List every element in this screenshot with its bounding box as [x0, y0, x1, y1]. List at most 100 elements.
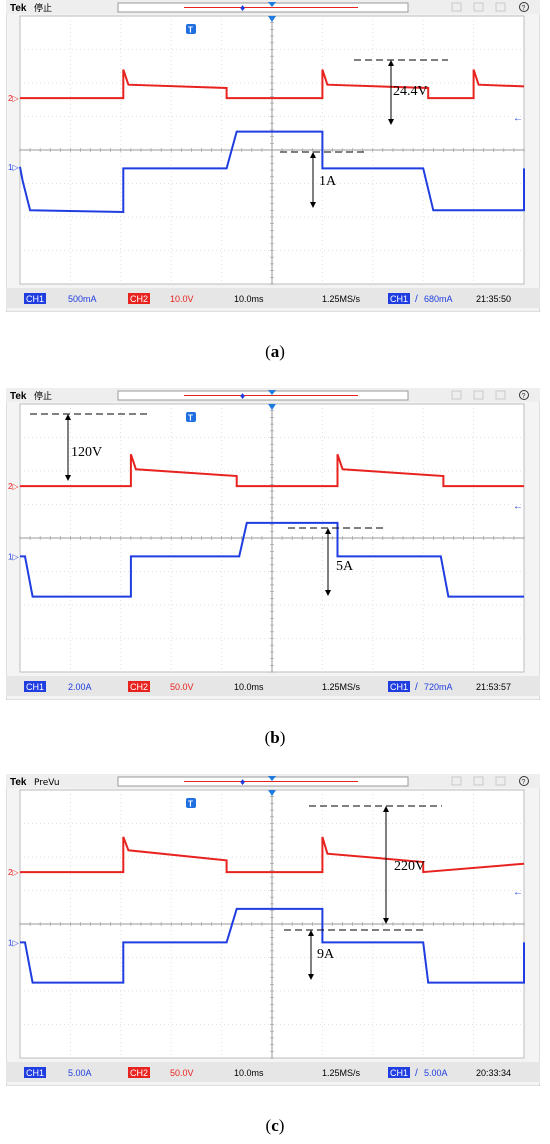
- trigger-position-icon: ♦: [239, 4, 246, 13]
- help-icon: [519, 390, 529, 400]
- ch2-label: CH2: [130, 294, 148, 304]
- dimension-label: 9A: [317, 947, 335, 962]
- graticule: [19, 15, 525, 285]
- help-icon: [519, 2, 529, 12]
- graticule: [19, 789, 525, 1059]
- dimension-annotation: 9A: [284, 929, 426, 980]
- ch2-badge: [128, 293, 150, 304]
- status-bar: CH1 2.00A CH2 50.0V 10.0ms 1.25MS/s CH1 / 720mA 2…: [6, 676, 540, 696]
- network-icon: [473, 390, 484, 400]
- sample-rate: 1.25MS/s: [322, 682, 361, 692]
- trigger-channel: CH1: [390, 1068, 408, 1078]
- trigger-slope-icon: /: [415, 1068, 418, 1079]
- arrow-head-up-icon: [308, 930, 314, 936]
- brand-logo: Tek: [10, 3, 27, 14]
- trigger-position-icon: ♦: [239, 392, 246, 401]
- oscilloscope-screen: Tek 停止 ♦ ? T 2▷ 1▷ ← 24.4V 1A CH1 500mA CH2 10.0V 10.0…: [6, 0, 540, 312]
- clock-time: 21:35:50: [476, 294, 511, 304]
- dimension-annotation: 120V: [30, 413, 148, 481]
- timebase: 10.0ms: [234, 1068, 264, 1078]
- waveform-ch1: [19, 130, 525, 214]
- trigger-slope-icon: /: [415, 682, 418, 693]
- help-glyph: ?: [522, 779, 526, 786]
- scope-panel-b: Tek 停止 ♦? T 2▷ 1▷ ← 120V 5A CH1 2.00A CH2 50.0V 10.0m…: [6, 388, 540, 700]
- dimension-label: 120V: [71, 445, 102, 460]
- trigger-channel: CH1: [390, 682, 408, 692]
- trigger-channel-badge: [388, 681, 410, 692]
- trigger-t-glyph: T: [188, 26, 193, 35]
- oscilloscope-screen: Tek 停止 ♦ ? T 2▷ 1▷ ← 120V 5A CH1 2.00A CH2 50.0V 10.0m…: [6, 388, 540, 700]
- ch2-scale: 50.0V: [170, 682, 194, 692]
- caption-c: (c): [265, 1116, 285, 1135]
- wifi-icon: [451, 390, 462, 400]
- ch2-ground-marker: 2▷: [8, 94, 19, 103]
- disk-icon: [495, 776, 506, 786]
- acquisition-status: PreVu: [34, 778, 60, 788]
- sample-rate: 1.25MS/s: [322, 1068, 361, 1078]
- ch2-badge: [128, 1067, 150, 1078]
- wifi-icon: [451, 2, 462, 12]
- arrow-head-up-icon: [65, 414, 71, 420]
- arrow-head-down-icon: [388, 119, 394, 125]
- ch1-scale: 5.00A: [68, 1068, 92, 1078]
- scope-panel-c: Tek PreVu ♦? T 2▷ 1▷ ← 220V 9A CH1 5.00A CH2 50.0V 10…: [6, 774, 540, 1086]
- ch1-ground-marker: 1▷: [8, 163, 19, 172]
- ch1-label: CH1: [26, 294, 44, 304]
- arrow-head-up-icon: [383, 806, 389, 812]
- ch2-scale: 10.0V: [170, 294, 194, 304]
- status-bar: CH1 5.00A CH2 50.0V 10.0ms 1.25MS/s CH1 / 5.00A 2…: [6, 1062, 540, 1082]
- timebase: 10.0ms: [234, 682, 264, 692]
- dimension-annotation: 1A: [280, 151, 368, 208]
- trigger-channel: CH1: [390, 294, 408, 304]
- ch2-ground-marker: 2▷: [8, 868, 19, 877]
- caption-a: (a): [265, 342, 285, 361]
- disk-icon: [495, 2, 506, 12]
- help-glyph: ?: [522, 393, 526, 400]
- ch1-scale: 2.00A: [68, 682, 92, 692]
- waveform-ch2: [20, 836, 525, 874]
- oscilloscope-screen: Tek PreVu ♦ ? T 2▷ 1▷ ← 220V 9A CH1 5.00A CH2 50.0V 10…: [6, 774, 540, 1086]
- ch1-badge: [24, 293, 46, 304]
- trigger-position-icon: ♦: [239, 778, 246, 787]
- network-icon: [473, 2, 484, 12]
- wifi-icon: [451, 776, 462, 786]
- ch2-badge: [128, 681, 150, 692]
- arrow-head-up-icon: [325, 528, 331, 534]
- trigger-marker-icon: [268, 2, 276, 7]
- arrow-head-down-icon: [65, 475, 71, 481]
- acquisition-status: 停止: [34, 2, 52, 14]
- ch1-ground-marker: 1▷: [8, 552, 19, 561]
- trigger-t-glyph: T: [188, 414, 193, 423]
- trigger-marker-icon: [268, 390, 276, 395]
- trigger-time-marker-icon: [268, 16, 276, 22]
- trigger-level: 680mA: [424, 294, 453, 304]
- trigger-level: 720mA: [424, 682, 453, 692]
- dimension-annotation: 5A: [288, 527, 386, 596]
- trigger-time-marker-icon: [268, 790, 276, 796]
- clock-time: 20:33:34: [476, 1068, 511, 1078]
- trigger-channel-badge: [388, 293, 410, 304]
- trigger-t-icon: [186, 24, 196, 34]
- trigger-slope-icon: /: [415, 294, 418, 305]
- trigger-level: 5.00A: [424, 1068, 448, 1078]
- trigger-time-marker-icon: [268, 404, 276, 410]
- ch1-badge: [24, 681, 46, 692]
- trigger-level-marker: ←: [513, 501, 523, 512]
- trigger-channel-badge: [388, 1067, 410, 1078]
- arrow-head-down-icon: [325, 590, 331, 596]
- graticule: [19, 403, 525, 673]
- brand-logo: Tek: [10, 391, 27, 402]
- trigger-level-marker: ←: [513, 113, 523, 124]
- waveform-ch1: [20, 521, 524, 598]
- ch1-ground-marker: 1▷: [8, 938, 19, 947]
- trigger-marker-icon: [268, 776, 276, 781]
- status-bar: CH1 500mA CH2 10.0V 10.0ms 1.25MS/s CH1 / 680mA 2…: [6, 288, 540, 308]
- waveform-ch2: [20, 453, 524, 488]
- scope-panel-a: Tek 停止 ♦? T 2▷ 1▷ ← 24.4V 1A CH1 500mA CH2 10.0V 10.0…: [6, 0, 540, 312]
- clock-time: 21:53:57: [476, 682, 511, 692]
- dimension-label: 5A: [336, 559, 354, 574]
- help-icon: [519, 776, 529, 786]
- arrow-head-down-icon: [308, 974, 314, 980]
- arrow-head-down-icon: [383, 918, 389, 924]
- ch1-label: CH1: [26, 682, 44, 692]
